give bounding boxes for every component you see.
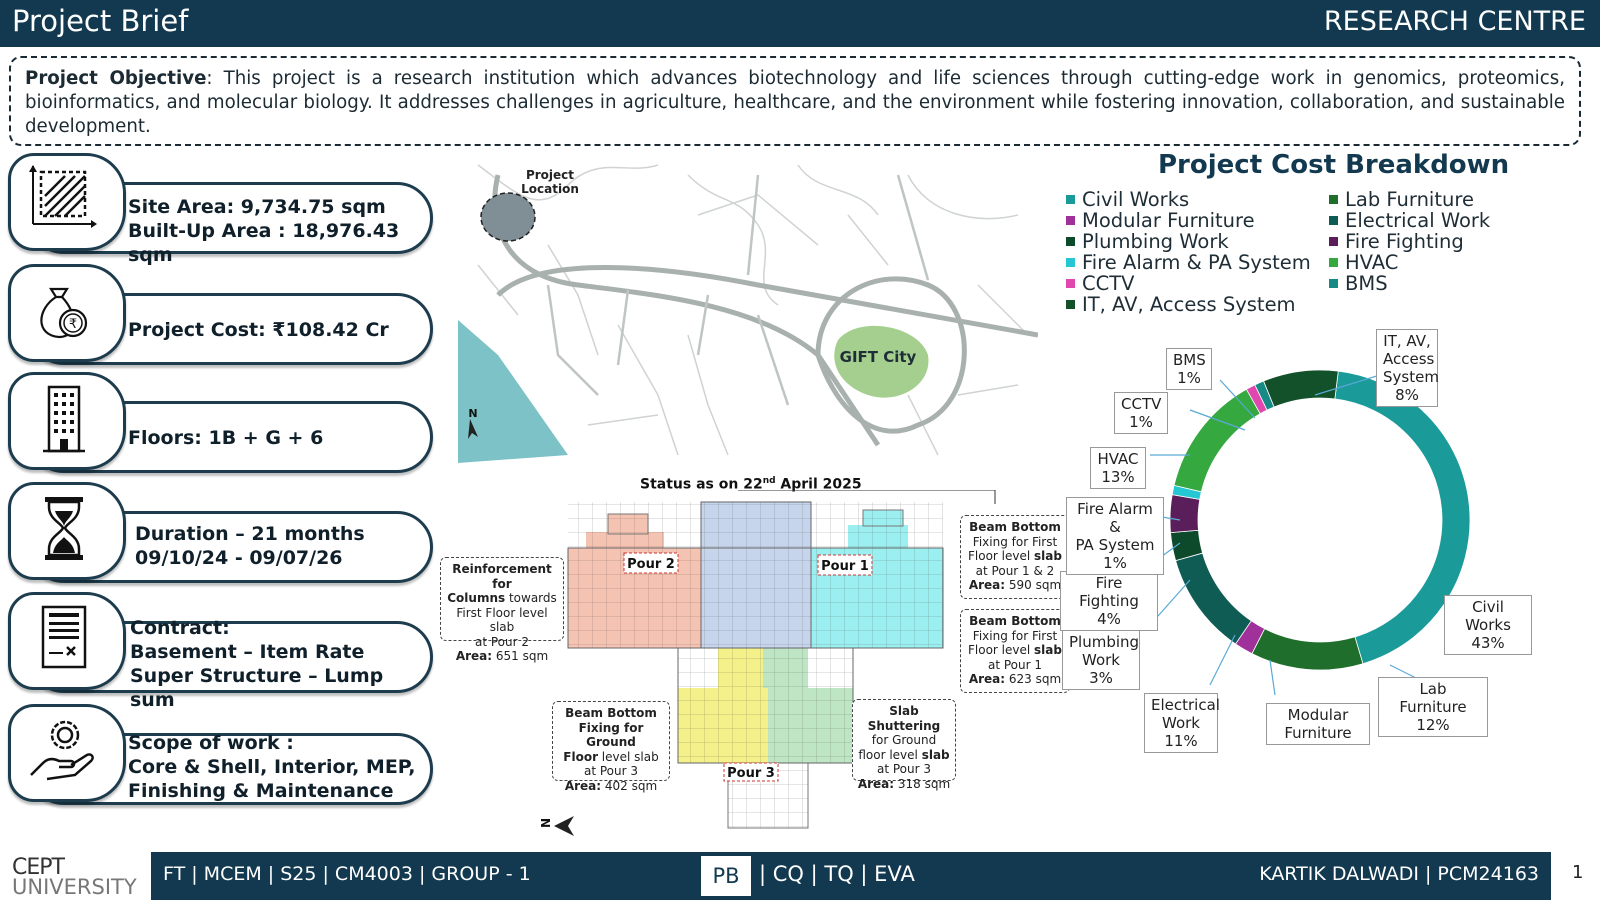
callout-pour-1-2-beam-bottom: Beam Bottom Fixing for First Floor level… (960, 515, 1070, 599)
map-north-label: N (468, 407, 477, 420)
svg-text:₹: ₹ (69, 317, 77, 332)
donut-slice-electrical-work (1175, 552, 1252, 645)
duration-dates: 09/10/24 - 09/07/26 (135, 547, 343, 569)
scope-label: Scope of work : (128, 732, 294, 754)
legend-swatch (1066, 279, 1075, 288)
page-number: 1 (1572, 862, 1584, 883)
legend-item: Civil Works (1066, 188, 1189, 211)
footer-bar: FT | MCEM | S25 | CM4003 | GROUP - 1 PB … (151, 852, 1551, 900)
site-area-text: Site Area: 9,734.75 sqm (128, 196, 386, 218)
legend-swatch (1329, 237, 1338, 246)
building-icon (8, 372, 126, 470)
legend-item: Lab Furniture (1329, 188, 1474, 211)
data-label-bms: BMS 1% (1166, 348, 1212, 390)
legend-swatch (1329, 216, 1338, 225)
data-label-lab-furniture: Lab Furniture 12% (1378, 677, 1488, 737)
data-label-electrical: Electrical Work 11% (1144, 693, 1220, 753)
header-bar: Project Brief RESEARCH CENTRE (0, 0, 1600, 47)
hourglass-icon (8, 482, 126, 580)
legend-item: Electrical Work (1329, 209, 1490, 232)
chart-legend: Civil Works Lab Furniture Modular Furnit… (1066, 188, 1526, 318)
built-up-area-text: Built-Up Area : 18,976.43 sqm (128, 220, 400, 266)
legend-swatch (1329, 258, 1338, 267)
gear-hand-icon (8, 704, 126, 802)
section-title: RESEARCH CENTRE (1323, 6, 1586, 37)
project-location-label: Project (526, 168, 574, 182)
callout-pour-3-slab-shuttering: Slab Shuttering for Ground floor level s… (852, 699, 956, 791)
chart-title: Project Cost Breakdown (1158, 150, 1510, 180)
data-label-plumbing: Plumbing Work 3% (1062, 630, 1140, 690)
data-label-cctv: CCTV 1% (1114, 392, 1168, 434)
contract-basement: Basement – Item Rate (130, 641, 365, 663)
floors-text: Floors: 1B + G + 6 (128, 427, 324, 449)
legend-item: IT, AV, Access System (1066, 293, 1296, 316)
donut-slice-civil-works (1334, 370, 1471, 665)
project-cost-card: ₹ Project Cost: ₹108.42 Cr (8, 264, 433, 366)
floors-card: Floors: 1B + G + 6 (8, 372, 433, 474)
legend-swatch (1066, 258, 1075, 267)
data-label-it-av: IT, AV, Access System 8% (1376, 329, 1439, 407)
course-info: FT | MCEM | S25 | CM4003 | GROUP - 1 (163, 863, 531, 885)
legend-item: CCTV (1066, 272, 1134, 295)
donut-slice-fire-fighting (1169, 494, 1201, 534)
tab-pb[interactable]: PB (701, 856, 751, 896)
cept-university-logo: CEPT UNIVERSITY (12, 855, 137, 899)
north-arrow-icon (468, 419, 478, 439)
donut-slice-lab-furniture (1251, 628, 1364, 671)
data-label-modular-furniture: Modular Furniture (1266, 703, 1370, 745)
plan-north-arrow-icon (554, 816, 574, 836)
contract-label: Contract: (130, 617, 230, 639)
legend-item: HVAC (1329, 251, 1398, 274)
gift-city-label: GIFT City (840, 348, 917, 366)
legend-swatch (1066, 300, 1075, 309)
location-map: Project Location GIFT City N (458, 155, 1038, 463)
money-bag-icon: ₹ (8, 264, 126, 362)
status-title: Status as on 22nd April 2025 (640, 476, 862, 493)
data-label-fire-fighting: Fire Fighting 4% (1060, 571, 1158, 631)
scope-line-2: Finishing & Maintenance (128, 780, 394, 802)
duration-card: Duration – 21 months 09/10/24 - 09/07/26 (8, 482, 433, 584)
project-location-label-2: Location (521, 182, 579, 196)
project-objective-box: Project Objective: This project is a res… (9, 56, 1581, 146)
scope-line-1: Core & Shell, Interior, MEP, (128, 756, 416, 778)
pour-2-label: Pour 2 (627, 557, 675, 572)
scope-card: Scope of work : Core & Shell, Interior, … (8, 704, 433, 806)
legend-swatch (1329, 195, 1338, 204)
cost-donut-chart: Civil Works 43% Lab Furniture 12% Modular F… (1060, 325, 1600, 795)
data-label-fire-alarm: Fire Alarm & PA System 1% (1066, 497, 1164, 575)
callout-pour-2-reinforcement: Reinforcement for Columns towards First … (440, 557, 564, 663)
data-label-hvac: HVAC 13% (1090, 447, 1146, 489)
site-area-icon (8, 153, 126, 251)
legend-item: Fire Alarm & PA System (1066, 251, 1311, 274)
legend-item: BMS (1329, 272, 1388, 295)
author-info: KARTIK DALWADI | PCM24163 (1259, 863, 1539, 885)
legend-swatch (1066, 216, 1075, 225)
objective-text: : This project is a research institution… (25, 68, 1565, 137)
duration-text: Duration – 21 months (135, 523, 365, 545)
data-label-civil-works: Civil Works 43% (1444, 595, 1532, 655)
legend-swatch (1066, 237, 1075, 246)
floor-plan: Pour 2 Pour 1 Pour 3 N (539, 490, 996, 836)
plan-north-label: N (539, 818, 553, 828)
pour-3-label: Pour 3 (727, 766, 775, 781)
donut-slice-it-av-access-system (1263, 369, 1339, 408)
project-cost-text: Project Cost: ₹108.42 Cr (128, 319, 389, 341)
site-area-card: Site Area: 9,734.75 sqm Built-Up Area : … (8, 153, 433, 266)
objective-label: Project Objective (25, 68, 207, 89)
legend-item: Modular Furniture (1066, 209, 1255, 232)
pour-1-label: Pour 1 (821, 559, 869, 574)
page-title: Project Brief (12, 4, 189, 38)
contract-icon (8, 592, 126, 690)
callout-pour-1-beam-bottom: Beam Bottom Fixing for First Floor level… (960, 609, 1070, 693)
contract-card: Contract: Basement – Item Rate Super Str… (8, 592, 433, 711)
legend-item: Plumbing Work (1066, 230, 1229, 253)
donut-slice-hvac (1173, 388, 1261, 493)
callout-pour-3-beam-bottom: Beam Bottom Fixing for Ground Floor leve… (552, 701, 670, 793)
legend-swatch (1066, 195, 1075, 204)
contract-superstructure: Super Structure – Lump sum (130, 665, 384, 711)
legend-swatch (1329, 279, 1338, 288)
legend-item: Fire Fighting (1329, 230, 1464, 253)
tabs-cq-tq-eva[interactable]: | CQ | TQ | EVA (759, 862, 915, 886)
